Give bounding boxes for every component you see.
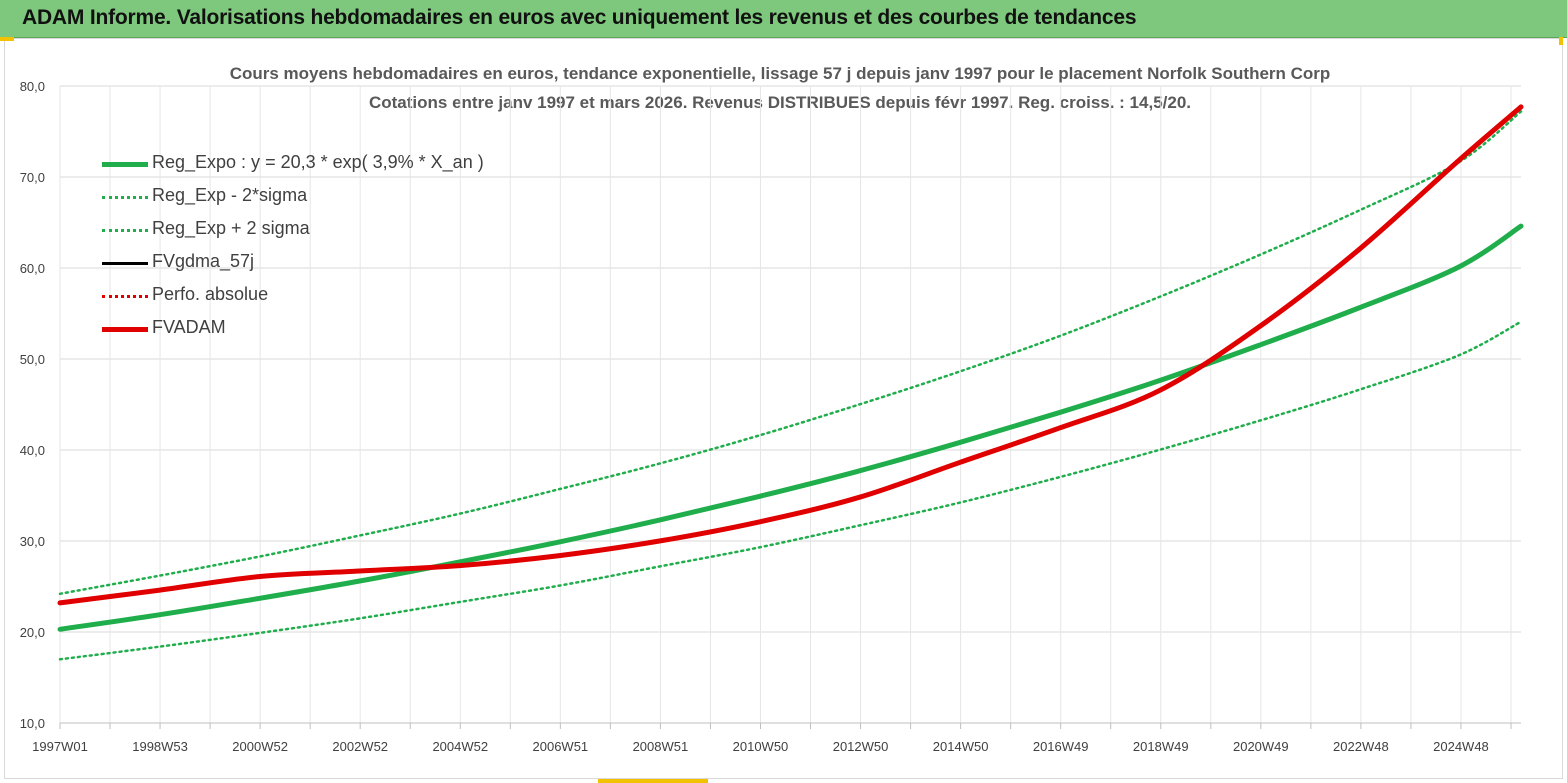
legend-swatch: [102, 196, 148, 199]
x-tick-label: 2000W52: [232, 739, 288, 754]
chart-title-line2: Cotations entre janv 1997 et mars 2026. …: [368, 93, 1192, 112]
legend-swatch: [102, 262, 148, 265]
legend-item: Reg_Exp + 2 sigma: [102, 218, 522, 242]
series-line-3: [59, 106, 1522, 604]
legend-item: Reg_Expo : y = 20,3 * exp( 3,9% * X_an ): [102, 152, 522, 176]
y-tick-label: 50,0: [20, 352, 45, 367]
x-tick-label: 2006W51: [533, 739, 589, 754]
chart-area: [4, 38, 1563, 779]
chart-title-line1: Cours moyens hebdomadaires en euros, ten…: [229, 64, 1331, 83]
series-line-0: [57, 223, 1524, 632]
x-tick-label: 1998W53: [132, 739, 188, 754]
legend-item: FVgdma_57j: [102, 251, 522, 275]
y-tick-label: 80,0: [20, 79, 45, 94]
legend-swatch: [102, 162, 148, 167]
series-line-4: [58, 105, 1523, 605]
legend-label: Perfo. absolue: [152, 284, 269, 304]
x-tick-label: 2004W52: [432, 739, 488, 754]
corner-marker-top-right: [1559, 37, 1563, 45]
x-tick-label: 2008W51: [633, 739, 689, 754]
corner-marker-top-left: [0, 37, 14, 41]
legend-item: Perfo. absolue: [102, 284, 522, 308]
legend-label: FVADAM: [152, 317, 226, 337]
legend-label: Reg_Expo : y = 20,3 * exp( 3,9% * X_an ): [152, 152, 484, 172]
series-line-1: [58, 320, 1523, 661]
legend-swatch: [102, 229, 148, 232]
legend-label: FVgdma_57j: [152, 251, 255, 271]
x-tick-label: 1997W01: [32, 739, 88, 754]
corner-marker-bottom: [598, 779, 708, 783]
legend-item: FVADAM: [102, 317, 522, 341]
y-tick-label: 70,0: [20, 170, 45, 185]
y-tick-label: 60,0: [20, 261, 45, 276]
x-tick-label: 2020W49: [1233, 739, 1289, 754]
x-tick-label: 2018W49: [1133, 739, 1189, 754]
y-tick-label: 40,0: [20, 443, 45, 458]
report-title: ADAM Informe. Valorisations hebdomadaire…: [22, 6, 1137, 29]
legend-label: Reg_Exp - 2*sigma: [152, 185, 308, 205]
series-line-2: [58, 110, 1523, 596]
x-tick-label: 2010W50: [733, 739, 789, 754]
y-tick-label: 30,0: [20, 534, 45, 549]
y-tick-label: 10,0: [20, 716, 45, 731]
series-line-5: [57, 104, 1524, 606]
x-tick-label: 2022W48: [1333, 739, 1389, 754]
x-tick-label: 2012W50: [833, 739, 889, 754]
legend-swatch: [102, 327, 148, 332]
x-tick-label: 2024W48: [1433, 739, 1489, 754]
x-tick-label: 2002W52: [332, 739, 388, 754]
report-banner: ADAM Informe. Valorisations hebdomadaire…: [0, 0, 1567, 38]
x-tick-label: 2016W49: [1033, 739, 1089, 754]
legend-label: Reg_Exp + 2 sigma: [152, 218, 310, 238]
legend-item: Reg_Exp - 2*sigma: [102, 185, 522, 209]
x-tick-label: 2014W50: [933, 739, 989, 754]
y-tick-label: 20,0: [20, 625, 45, 640]
legend-swatch: [102, 295, 148, 298]
